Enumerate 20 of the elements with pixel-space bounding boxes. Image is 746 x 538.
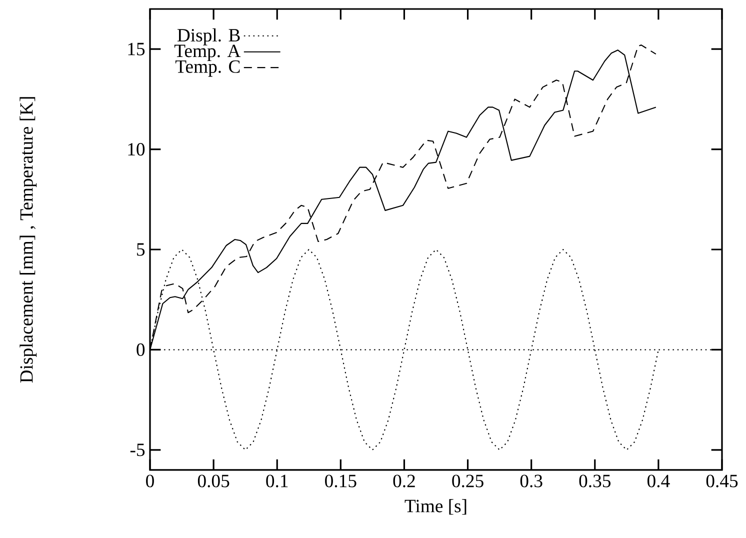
y-axis-title: Displacement [mm] , Temperature [K] [20, 97, 37, 383]
x-tick-label: 0.4 [647, 474, 670, 488]
y-tick-label: 15 [128, 42, 145, 56]
x-tick-label: 0.35 [579, 474, 610, 488]
y-tick-label: 10 [128, 142, 145, 156]
x-tick-label: 0.05 [198, 474, 230, 488]
y-tick-label: -5 [130, 444, 145, 456]
legend-label: Temp. C [175, 60, 240, 77]
x-tick-label: 0 [146, 474, 154, 488]
x-tick-label: 0.1 [266, 474, 288, 488]
legend-label: Temp. A [174, 44, 241, 62]
x-tick-label: 0.25 [452, 474, 484, 488]
x-axis-title: Time [s] [404, 499, 466, 515]
x-tick-label: 0.3 [520, 474, 542, 488]
y-tick-label: 5 [137, 243, 145, 256]
x-tick-label: 0.15 [325, 474, 356, 488]
y-tick-label: 0 [136, 343, 145, 356]
x-tick-label: 0.45 [706, 474, 738, 488]
legend-label: Displ. B [177, 28, 240, 46]
x-tick-label: 0.2 [393, 474, 415, 488]
